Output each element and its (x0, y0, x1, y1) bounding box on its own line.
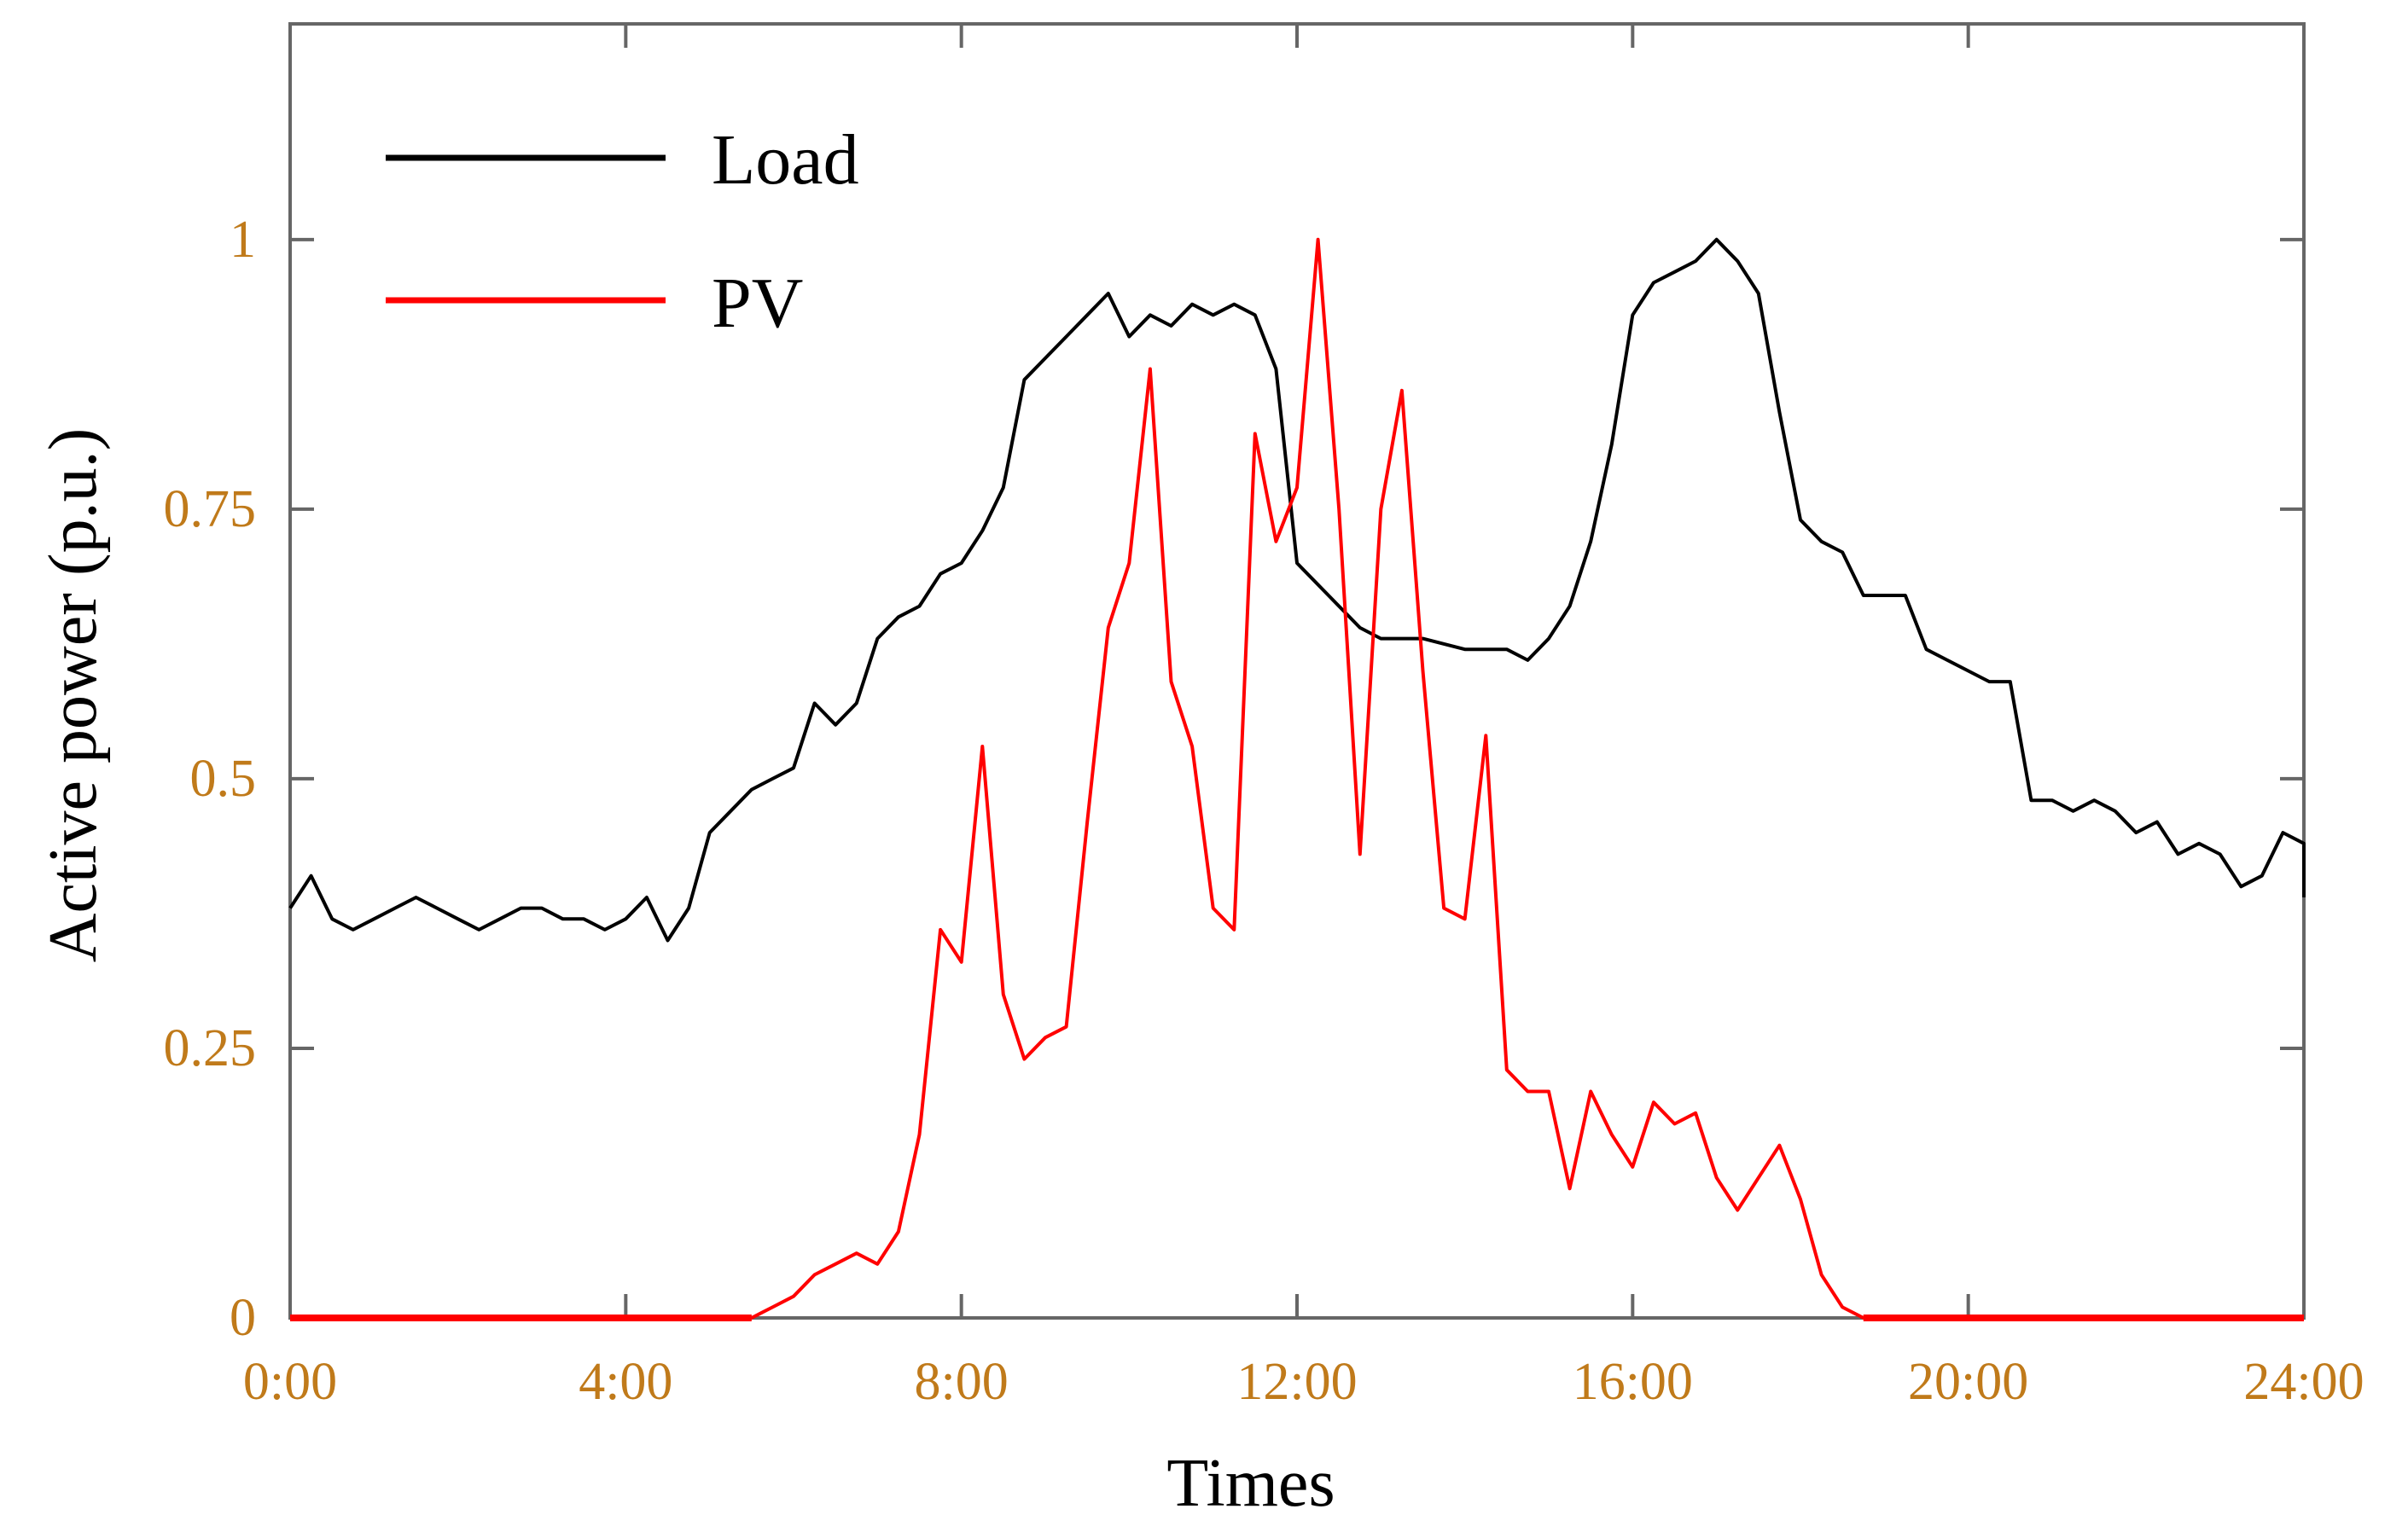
plot-frame (288, 22, 2306, 1320)
y-axis-title: Active power (p.u.) (36, 428, 111, 962)
y-tick-label: 0.25 (164, 1019, 257, 1077)
x-tick-label: 8:00 (915, 1353, 1009, 1411)
y-tick-label: 0.75 (164, 480, 257, 538)
x-axis-title: Times (1166, 1446, 1335, 1521)
x-tick-label: 12:00 (1236, 1353, 1357, 1411)
legend-pv-label: PV (712, 264, 803, 343)
series-line-load (288, 237, 2306, 943)
y-axis-ticks: 0 0.25 0.5 0.75 1 (164, 211, 2304, 1347)
series-line-pv (290, 237, 2304, 1320)
x-tick-label: 4:00 (579, 1353, 672, 1411)
y-tick-label: 1 (230, 211, 256, 269)
x-tick-label: 24:00 (2243, 1353, 2364, 1411)
legend: Load PV (386, 120, 859, 343)
x-tick-label: 16:00 (1573, 1353, 1693, 1411)
x-tick-label: 0:00 (243, 1353, 337, 1411)
series-layer (288, 237, 2306, 1321)
legend-load-label: Load (712, 120, 859, 200)
x-axis-ticks: 0:00 4:00 8:00 12:00 16:00 20:00 24:00 (243, 24, 2364, 1411)
y-tick-label: 0 (230, 1289, 256, 1347)
y-tick-label: 0.5 (190, 750, 257, 808)
x-tick-label: 20:00 (1908, 1353, 2028, 1411)
